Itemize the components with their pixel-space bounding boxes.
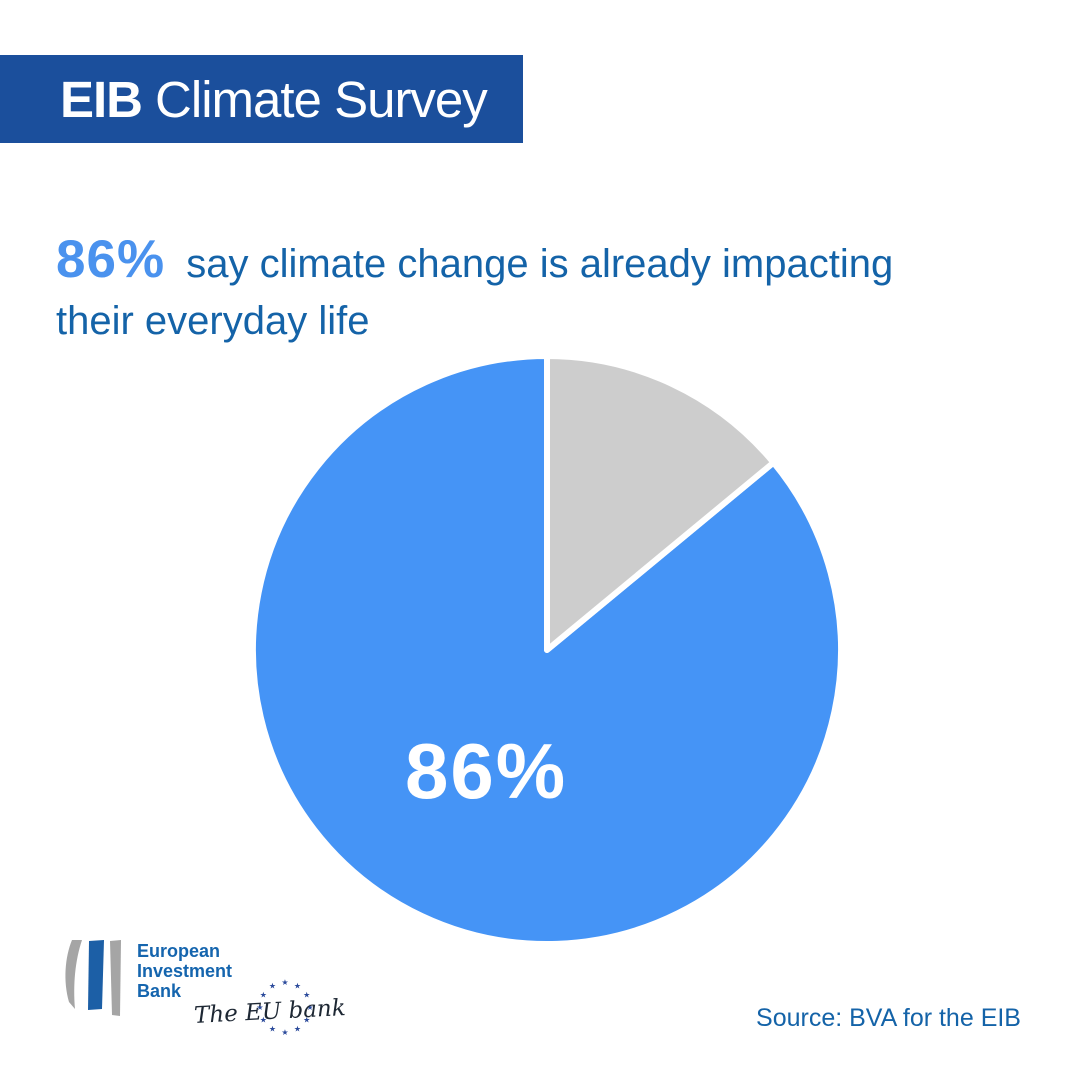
svg-text:★: ★ bbox=[294, 981, 301, 990]
headline-stat: 86% bbox=[56, 230, 166, 289]
svg-text:★: ★ bbox=[269, 981, 276, 990]
logo-line-european: European bbox=[137, 941, 221, 961]
header-title: Climate Survey bbox=[155, 70, 488, 128]
svg-text:★: ★ bbox=[260, 1016, 267, 1025]
logo-line-investment: Investment bbox=[137, 961, 233, 981]
eib-bars-icon bbox=[65, 940, 121, 1016]
pie-chart: 86% bbox=[250, 353, 844, 947]
eu-stars-icon: ★ ★ ★★ ★★ ★★ ★★ ★★ bbox=[256, 978, 313, 1037]
svg-text:★: ★ bbox=[294, 1025, 301, 1034]
svg-text:★: ★ bbox=[306, 1003, 313, 1012]
header-banner: EIB Climate Survey bbox=[0, 55, 523, 143]
svg-text:★: ★ bbox=[256, 1003, 263, 1012]
svg-text:★: ★ bbox=[303, 1016, 310, 1025]
logo-line-bank: Bank bbox=[137, 981, 182, 1001]
eib-logo-text: European Investment Bank bbox=[137, 941, 232, 1001]
pie-value-label: 86% bbox=[405, 727, 567, 815]
svg-text:★: ★ bbox=[269, 1025, 276, 1034]
header-brand: EIB bbox=[60, 70, 143, 128]
svg-text:★: ★ bbox=[303, 991, 310, 1000]
headline-line1: say climate change is already impacting bbox=[186, 242, 894, 286]
svg-text:★: ★ bbox=[281, 1028, 288, 1037]
svg-text:★: ★ bbox=[281, 978, 288, 987]
pie-chart-svg: 86% bbox=[250, 353, 844, 947]
headline: 86% say climate change is already impact… bbox=[56, 226, 986, 347]
svg-text:★: ★ bbox=[260, 991, 267, 1000]
pie-slice-remainder bbox=[544, 353, 777, 653]
source-note: Source: BVA for the EIB bbox=[756, 1004, 1021, 1032]
headline-line2: their everyday life bbox=[56, 298, 370, 343]
